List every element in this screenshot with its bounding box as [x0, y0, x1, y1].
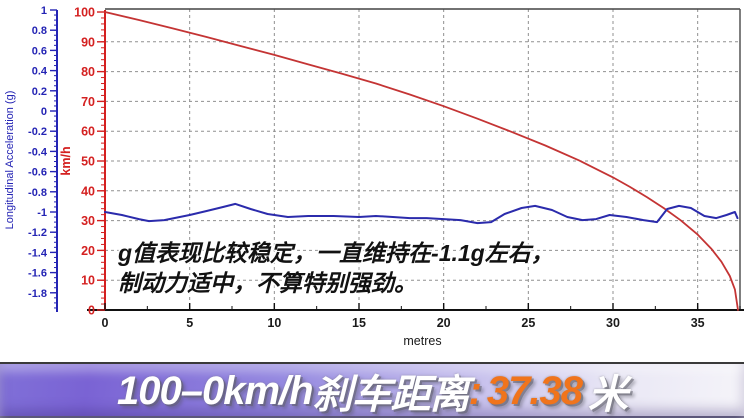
svg-text:10: 10 [267, 316, 281, 330]
svg-text:5: 5 [186, 316, 193, 330]
svg-text:-1.2: -1.2 [28, 227, 47, 239]
svg-text:90: 90 [81, 35, 95, 49]
svg-text:-0.8: -0.8 [28, 187, 47, 199]
svg-text:0: 0 [102, 316, 109, 330]
svg-text:0: 0 [88, 304, 95, 318]
svg-text:20: 20 [437, 316, 451, 330]
svg-text:40: 40 [81, 184, 95, 198]
svg-text:30: 30 [606, 316, 620, 330]
chart-annotation: g值表现比较稳定，一直维持在-1.1g左右， 制动力适中，不算特别强劲。 [118, 238, 698, 298]
svg-text:metres: metres [403, 334, 441, 348]
annotation-line-2: 制动力适中，不算特别强劲。 [118, 270, 417, 296]
banner-label: 刹车距离 [312, 373, 470, 417]
svg-text:60: 60 [81, 125, 95, 139]
svg-text:0: 0 [41, 106, 47, 118]
svg-text:1: 1 [41, 5, 47, 17]
svg-text:20: 20 [81, 244, 95, 258]
result-banner: 100–0km/h 刹车距离 : 37.38 米 [0, 362, 744, 418]
svg-text:15: 15 [352, 316, 366, 330]
svg-text:-0.6: -0.6 [28, 167, 47, 179]
svg-text:0.4: 0.4 [32, 66, 48, 78]
svg-text:35: 35 [691, 316, 705, 330]
svg-text:-1.8: -1.8 [28, 288, 47, 300]
banner-unit: 米 [588, 373, 628, 417]
svg-text:0.6: 0.6 [32, 45, 47, 57]
annotation-line-1: g值表现比较稳定，一直维持在-1.1g左右， [118, 240, 554, 266]
svg-text:0.2: 0.2 [32, 86, 47, 98]
svg-text:30: 30 [81, 214, 95, 228]
svg-text:10: 10 [81, 274, 95, 288]
svg-text:25: 25 [521, 316, 535, 330]
svg-text:-1: -1 [37, 207, 47, 219]
banner-colon: : [468, 368, 482, 413]
chart-plot: 1 0.8 0.6 0.4 0.2 0 -0.2 -0.4 -0.6 -0.8 -1 -1.2 -1.4… [4, 5, 744, 348]
svg-text:-0.2: -0.2 [28, 126, 47, 138]
banner-value: 37.38 [486, 368, 583, 413]
svg-text:km/h: km/h [59, 146, 73, 175]
svg-text:80: 80 [81, 65, 95, 79]
svg-text:100: 100 [74, 6, 95, 20]
svg-text:0.8: 0.8 [32, 25, 47, 37]
svg-text:Longitudinal Acceleration (g): Longitudinal Acceleration (g) [4, 91, 16, 230]
svg-text:-1.4: -1.4 [28, 247, 48, 259]
svg-text:50: 50 [81, 155, 95, 169]
banner-prefix: 100–0km/h [116, 368, 314, 413]
braking-chart: 1 0.8 0.6 0.4 0.2 0 -0.2 -0.4 -0.6 -0.8 -1 -1.2 -1.4… [4, 5, 744, 348]
svg-text:-1.6: -1.6 [28, 268, 47, 280]
svg-text:70: 70 [81, 95, 95, 109]
svg-text:-0.4: -0.4 [28, 146, 48, 158]
